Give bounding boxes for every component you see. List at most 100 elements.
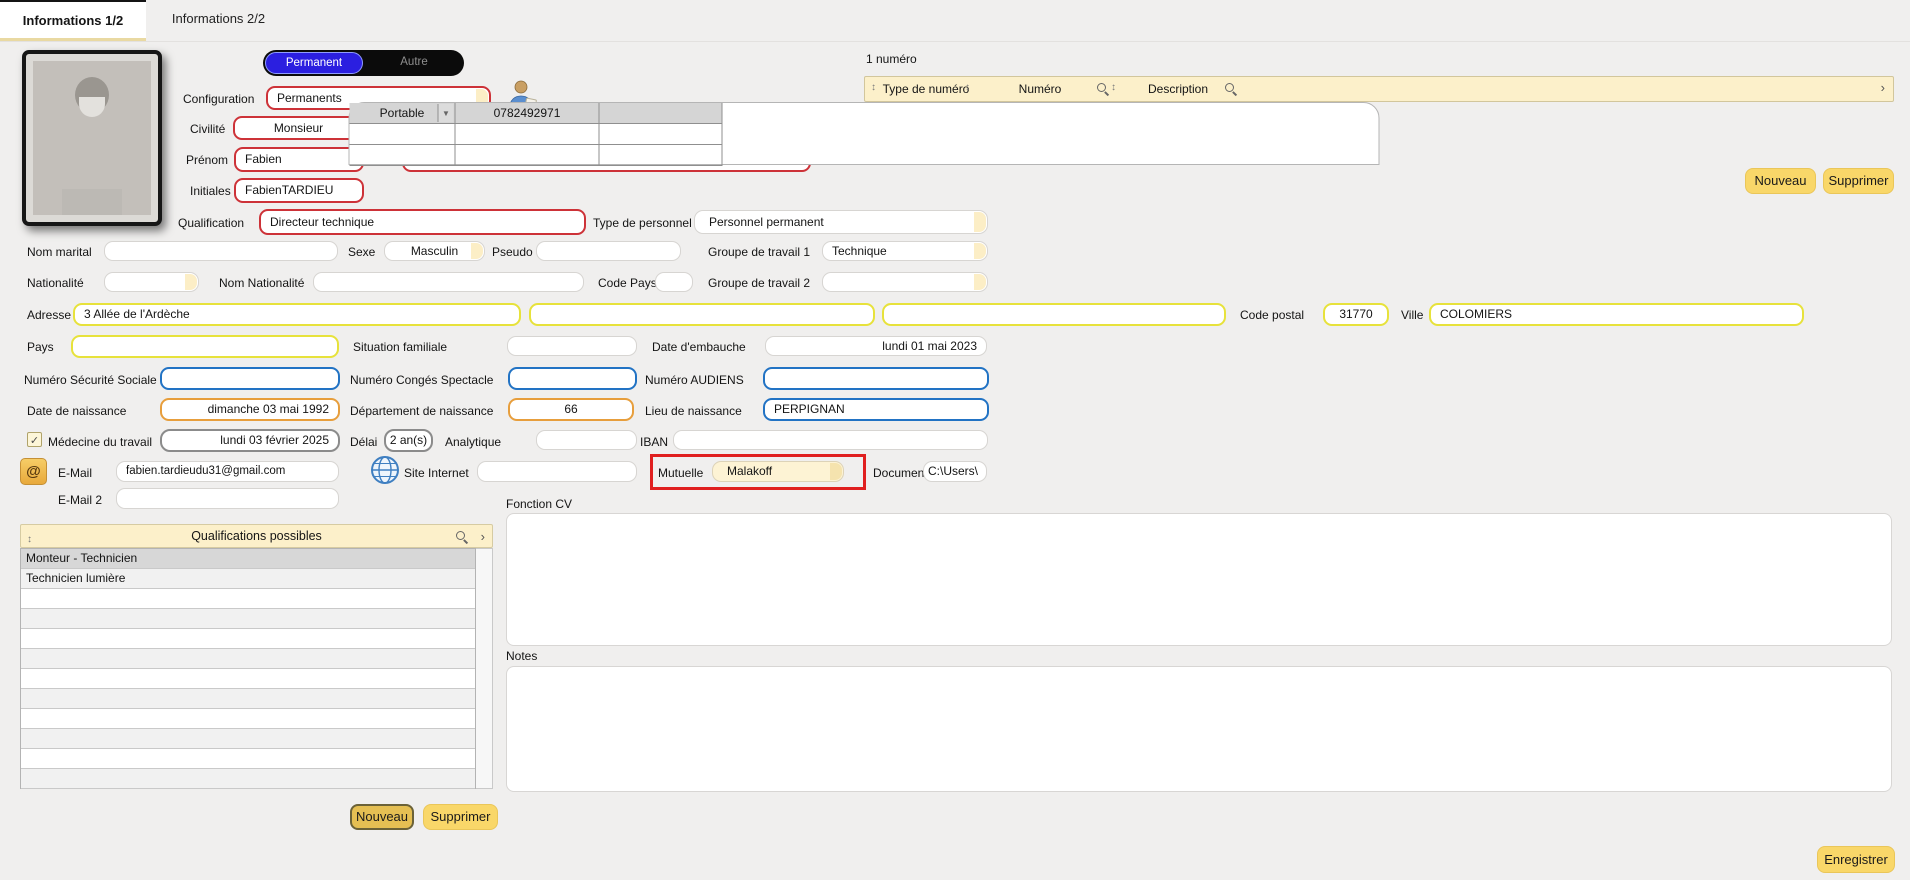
qualification-item-empty[interactable] bbox=[21, 769, 475, 789]
pseudo-field[interactable] bbox=[536, 241, 681, 261]
tab-informations-2[interactable]: Informations 2/2 bbox=[171, 11, 266, 26]
toggle-permanent[interactable]: Permanent bbox=[265, 52, 363, 74]
qualifications-scroll-strip[interactable] bbox=[476, 548, 493, 789]
sort-icon[interactable]: ↕ bbox=[27, 534, 32, 545]
nom-marital-field[interactable] bbox=[104, 241, 338, 261]
document-field[interactable]: C:\Users\ bbox=[923, 461, 987, 482]
qualification-item-empty[interactable] bbox=[21, 729, 475, 749]
type-personnel-field[interactable]: Personnel permanent bbox=[694, 210, 988, 234]
phone-supprimer-button[interactable]: Supprimer bbox=[1823, 168, 1894, 194]
adresse-field-1[interactable]: 3 Allée de l'Ardèche bbox=[73, 303, 521, 326]
medecine-travail-checkbox[interactable] bbox=[27, 432, 42, 447]
configuration-field[interactable]: Permanents bbox=[266, 86, 491, 110]
qualification-item[interactable]: Monteur - Technicien bbox=[21, 549, 475, 569]
qualification-item-empty[interactable] bbox=[21, 749, 475, 769]
qualifications-header: ↕ Qualifications possibles › bbox=[20, 524, 493, 548]
qualification-item-empty[interactable] bbox=[21, 649, 475, 669]
phone-numero-cell[interactable]: 0782492971 bbox=[455, 103, 600, 124]
search-icon[interactable] bbox=[1097, 83, 1109, 95]
phone-col-numero[interactable]: Numéro bbox=[1018, 82, 1062, 96]
iban-field[interactable] bbox=[673, 430, 988, 450]
groupe-travail-1-label: Groupe de travail 1 bbox=[708, 245, 811, 259]
sort-icon[interactable]: ↕ bbox=[965, 82, 970, 93]
qualification-item[interactable]: Technicien lumière bbox=[21, 569, 475, 589]
nom-marital-label: Nom marital bbox=[27, 245, 92, 259]
code-pays-field[interactable] bbox=[655, 272, 693, 292]
civilite-field[interactable]: Monsieur bbox=[233, 116, 364, 140]
phone-row-empty[interactable] bbox=[349, 124, 723, 145]
qualification-supprimer-button[interactable]: Supprimer bbox=[423, 804, 498, 830]
fonction-cv-label: Fonction CV bbox=[506, 497, 573, 511]
mutuelle-field[interactable]: Malakoff bbox=[712, 461, 844, 482]
notes-textarea[interactable] bbox=[506, 666, 1892, 792]
departement-naissance-field[interactable]: 66 bbox=[508, 398, 634, 421]
fonction-cv-textarea[interactable] bbox=[506, 513, 1892, 646]
sort-icon[interactable]: ↕ bbox=[1111, 82, 1116, 93]
sexe-field[interactable]: Masculin bbox=[384, 241, 485, 261]
nationalite-field[interactable] bbox=[104, 272, 199, 292]
qualification-item-empty[interactable] bbox=[21, 669, 475, 689]
qualification-item-empty[interactable] bbox=[21, 609, 475, 629]
date-embauche-field[interactable]: lundi 01 mai 2023 bbox=[765, 336, 987, 356]
permanent-autre-toggle[interactable]: Permanent Autre bbox=[263, 50, 464, 76]
phone-type-cell[interactable]: Portable ▼ bbox=[349, 103, 456, 124]
email2-field[interactable] bbox=[116, 488, 339, 509]
groupe-travail-1-field[interactable]: Technique bbox=[822, 241, 988, 261]
search-icon[interactable] bbox=[456, 531, 468, 543]
situation-familiale-field[interactable] bbox=[507, 336, 637, 356]
numero-audiens-label: Numéro AUDIENS bbox=[645, 373, 744, 387]
email-label: E-Mail bbox=[58, 466, 93, 480]
numero-securite-sociale-field[interactable] bbox=[160, 367, 340, 390]
lieu-naissance-field[interactable]: PERPIGNAN bbox=[763, 398, 989, 421]
phone-col-description[interactable]: Description bbox=[1147, 82, 1209, 96]
phone-row[interactable]: Portable ▼ 0782492971 bbox=[349, 103, 723, 124]
email-at-icon[interactable]: @ bbox=[20, 458, 47, 485]
numero-conges-spectacle-field[interactable] bbox=[508, 367, 637, 390]
numero-audiens-field[interactable] bbox=[763, 367, 989, 390]
qualification-label: Qualification bbox=[178, 216, 245, 230]
phone-nouveau-button[interactable]: Nouveau bbox=[1745, 168, 1816, 194]
nom-nationalite-field[interactable] bbox=[313, 272, 584, 292]
globe-icon[interactable] bbox=[370, 455, 400, 485]
delai-label: Délai bbox=[350, 435, 378, 449]
analytique-field[interactable] bbox=[536, 430, 637, 450]
email-field[interactable]: fabien.tardieudu31@gmail.com bbox=[116, 461, 339, 482]
ville-field[interactable]: COLOMIERS bbox=[1429, 303, 1804, 326]
sort-icon[interactable]: ↕ bbox=[871, 82, 876, 93]
qualification-item-empty[interactable] bbox=[21, 589, 475, 609]
adresse-field-3[interactable] bbox=[882, 303, 1226, 326]
medecine-travail-date-field[interactable]: lundi 03 février 2025 bbox=[160, 429, 340, 452]
employee-photo[interactable] bbox=[22, 50, 162, 226]
phone-count-label: 1 numéro bbox=[866, 52, 917, 66]
qualification-item-empty[interactable] bbox=[21, 629, 475, 649]
qualification-item-empty[interactable] bbox=[21, 709, 475, 729]
chevron-right-icon[interactable]: › bbox=[1880, 80, 1885, 95]
medecine-travail-label: Médecine du travail bbox=[48, 435, 153, 449]
adresse-field-2[interactable] bbox=[529, 303, 875, 326]
initiales-field[interactable]: FabienTARDIEU bbox=[234, 178, 364, 203]
site-internet-field[interactable] bbox=[477, 461, 637, 482]
sexe-label: Sexe bbox=[348, 245, 376, 259]
civilite-label: Civilité bbox=[190, 122, 226, 136]
chevron-right-icon[interactable]: › bbox=[480, 529, 485, 544]
prenom-field[interactable]: Fabien bbox=[234, 147, 364, 172]
groupe-travail-2-field[interactable] bbox=[822, 272, 988, 292]
phone-col-type[interactable]: Type de numéro bbox=[882, 82, 970, 96]
dropdown-arrow-icon[interactable]: ▼ bbox=[437, 104, 454, 122]
qualification-item-empty[interactable] bbox=[21, 689, 475, 709]
search-icon[interactable] bbox=[1225, 83, 1237, 95]
groupe-travail-2-label: Groupe de travail 2 bbox=[708, 276, 811, 290]
date-naissance-field[interactable]: dimanche 03 mai 1992 bbox=[160, 398, 340, 421]
qualifications-title: Qualifications possibles bbox=[191, 529, 322, 543]
tab-informations-1[interactable]: Informations 1/2 bbox=[0, 0, 146, 41]
toggle-autre[interactable]: Autre bbox=[400, 56, 428, 68]
qualification-nouveau-button[interactable]: Nouveau bbox=[350, 804, 414, 830]
code-postal-field[interactable]: 31770 bbox=[1323, 303, 1389, 326]
iban-label: IBAN bbox=[640, 435, 669, 449]
pays-field[interactable] bbox=[71, 335, 339, 358]
delai-field[interactable]: 2 an(s) bbox=[384, 429, 433, 452]
enregistrer-button[interactable]: Enregistrer bbox=[1817, 846, 1895, 873]
phone-description-cell[interactable] bbox=[599, 103, 723, 124]
phone-row-empty[interactable] bbox=[349, 145, 723, 166]
qualification-field[interactable]: Directeur technique bbox=[259, 209, 586, 235]
